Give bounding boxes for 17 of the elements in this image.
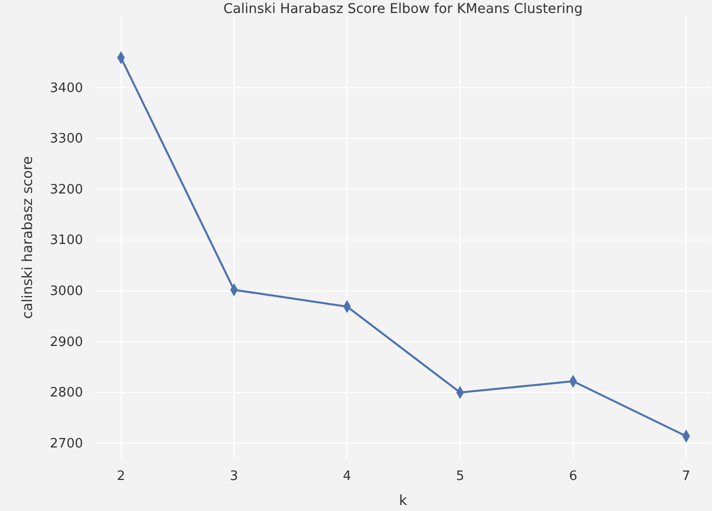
x-tick-label: 7	[682, 469, 690, 484]
x-tick-label: 6	[568, 469, 578, 484]
y-tick-label: 2900	[50, 334, 83, 350]
y-axis-title: calinski harabasz score	[20, 156, 36, 319]
y-tick-label: 3000	[50, 284, 83, 300]
x-tick-label: 4	[342, 469, 352, 484]
x-tick-label: 2	[116, 469, 126, 484]
y-tick-label: 2800	[50, 386, 83, 401]
x-tick-label: 3	[230, 469, 238, 484]
x-axis-title: k	[398, 493, 408, 509]
y-tick-label: 3300	[50, 132, 83, 147]
y-tick-label: 3200	[50, 182, 83, 198]
y-tick-label: 3100	[50, 233, 83, 248]
y-tick-label: 2700	[50, 436, 83, 452]
x-tick-label: 5	[456, 469, 464, 484]
y-tick-label: 3400	[50, 80, 83, 96]
chart-title: Calinski Harabasz Score Elbow for KMeans Clustering	[223, 1, 583, 17]
